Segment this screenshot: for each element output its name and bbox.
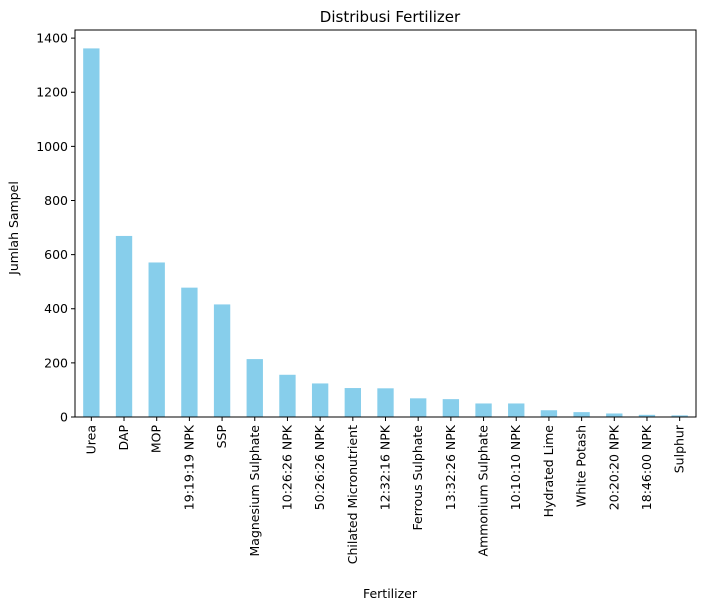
y-tick-label: 200 <box>44 355 68 370</box>
y-tick-label: 1400 <box>36 31 68 46</box>
x-tick-label: Sulphur <box>672 424 687 473</box>
y-tick-label: 1200 <box>36 85 68 100</box>
y-tick-label: 1000 <box>36 139 68 154</box>
y-tick-label: 800 <box>44 193 68 208</box>
x-axis: Urea DAP MOP 19:19:19 NPK SSP Magnesium Sulph… <box>83 417 687 564</box>
x-tick-label: Ammonium Sulphate <box>476 425 491 557</box>
bar-1 <box>115 235 133 417</box>
x-tick-label: White Potash <box>574 425 589 507</box>
x-tick-label: Chilated Micronutrient <box>345 425 360 564</box>
bar-0 <box>83 48 100 417</box>
plot-frame <box>74 29 697 418</box>
x-tick-label: DAP <box>116 425 131 451</box>
x-tick-label: 20:20:20 NPK <box>606 424 621 510</box>
x-tick-label: Urea <box>83 425 98 454</box>
y-tick-label: 0 <box>60 410 68 425</box>
bar-16 <box>606 413 623 417</box>
x-tick-label: Magnesium Sulphate <box>247 425 262 557</box>
x-tick-label: 13:32:26 NPK <box>443 424 458 510</box>
x-axis-label: Fertilizer <box>363 586 418 601</box>
x-tick-label: 50:26:26 NPK <box>312 424 327 510</box>
y-tick-label: 400 <box>44 301 68 316</box>
x-tick-label: 10:10:10 NPK <box>508 424 523 510</box>
x-tick-label: SSP <box>214 425 229 449</box>
x-tick-label: 12:32:16 NPK <box>378 424 393 510</box>
x-tick-label: MOP <box>149 425 164 454</box>
y-tick-label: 600 <box>44 247 68 262</box>
bar-15 <box>573 412 590 417</box>
y-axis-label: Jumlah Sampel <box>6 181 21 276</box>
x-tick-label: 18:46:00 NPK <box>639 424 654 510</box>
bar-18 <box>671 415 688 417</box>
bar-7 <box>311 383 329 417</box>
bar-10 <box>410 398 427 417</box>
x-tick-label: 19:19:19 NPK <box>181 424 196 510</box>
bar-6 <box>279 374 296 417</box>
bar-13 <box>508 403 525 417</box>
x-tick-label: Hydrated Lime <box>541 425 556 518</box>
bar-12 <box>475 403 492 417</box>
bar-17 <box>638 414 656 417</box>
bar-3 <box>181 287 198 417</box>
x-tick-label: Ferrous Sulphate <box>410 425 425 531</box>
y-axis: 0 200 400 600 800 1000 1200 1400 <box>36 31 75 425</box>
bar-8 <box>344 388 361 417</box>
bar-5 <box>246 359 263 417</box>
bar-9 <box>377 388 394 417</box>
x-tick-label: 10:26:26 NPK <box>279 424 294 510</box>
bar-14 <box>540 410 558 417</box>
chart-title: Distribusi Fertilizer <box>320 8 461 26</box>
bar-2 <box>148 262 165 417</box>
bars-group <box>83 48 688 417</box>
bar-11 <box>442 399 460 417</box>
bar-4 <box>213 304 231 417</box>
